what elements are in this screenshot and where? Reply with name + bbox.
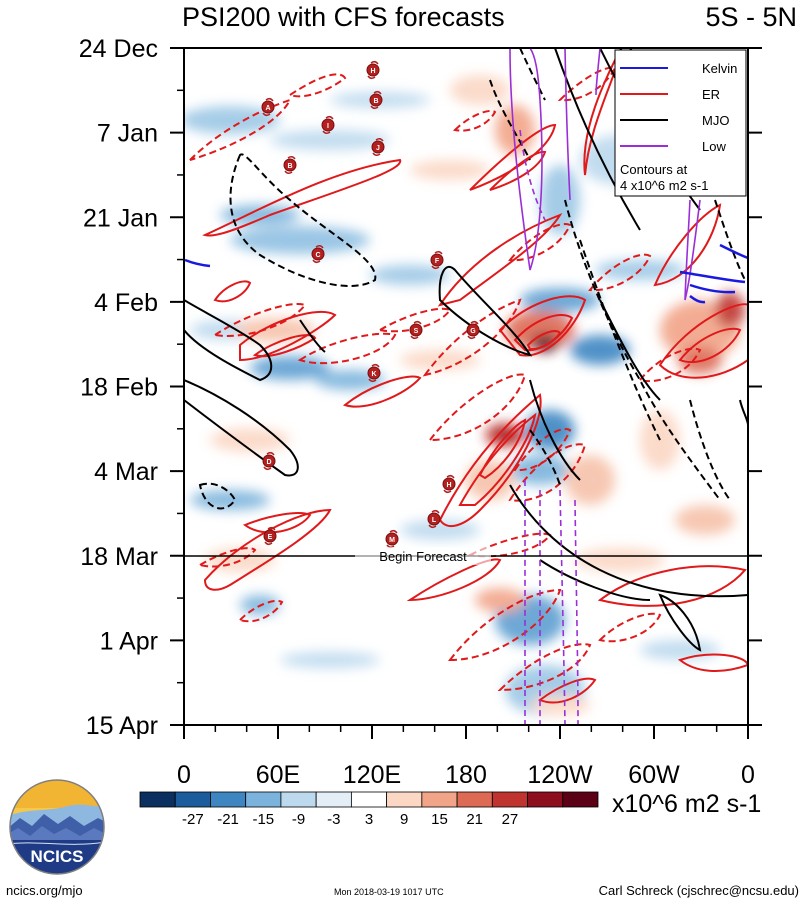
colorbar-swatch: [210, 791, 247, 808]
colorbar-label: -15: [252, 811, 274, 828]
storm-marker: K: [367, 363, 381, 383]
anomaly-field: H B A I J B C F S G K D H L E M Begin Forecast: [184, 48, 748, 725]
colorbar-swatch: [350, 791, 388, 808]
storm-label: D: [266, 459, 271, 466]
x-tick-label: 0: [177, 761, 191, 789]
storm-marker: J: [371, 137, 385, 157]
colorbar: -27 -21 -15 -9 -3 3 9 15 21 27: [139, 791, 599, 828]
storm-label: F: [435, 258, 440, 265]
legend: Kelvin ER MJO Low Contours at 4 x10^6 m2 s-…: [614, 49, 747, 197]
colorbar-swatch: [421, 791, 458, 808]
storm-marker: C: [311, 244, 325, 264]
y-tick-label: 18 Feb: [80, 374, 158, 402]
author-credit: Carl Schreck (cjschrec@ncsu.edu): [598, 883, 799, 898]
storm-label: S: [414, 328, 419, 335]
latitude-band-label: 5S - 5N: [705, 2, 797, 32]
storm-label: M: [389, 537, 395, 544]
colorbar-swatch: [386, 791, 423, 808]
storm-marker: B: [283, 155, 297, 175]
axes: 0 60E 120E 180 120W 60W 0 24 Dec 7 Jan 21 Jan 4 Fe…: [79, 35, 762, 789]
storm-marker: L: [427, 509, 441, 529]
kelvin-contours: [184, 243, 748, 304]
storm-marker: B: [369, 90, 383, 110]
y-tick-label: 18 Mar: [80, 543, 158, 571]
storm-label: H: [370, 68, 375, 75]
logo-text: NCICS: [31, 847, 84, 866]
colorbar-swatch: [456, 791, 493, 808]
colorbar-swatch: [139, 791, 176, 808]
storm-marker: I: [321, 115, 335, 135]
er-contours: [202, 49, 748, 704]
begin-forecast-label: Begin Forecast: [379, 549, 467, 564]
y-tick-label: 24 Dec: [79, 35, 158, 63]
colorbar-label: -9: [292, 811, 305, 828]
legend-label: ER: [702, 87, 720, 102]
storm-label: K: [371, 371, 376, 378]
colorbar-label: 3: [365, 811, 373, 828]
colorbar-label: -27: [182, 811, 204, 828]
storm-marker: F: [430, 250, 444, 270]
y-tick-label: 15 Apr: [86, 712, 158, 740]
colorbar-swatch: [245, 791, 282, 808]
storm-label: A: [265, 105, 270, 112]
storm-track-markers: H B A I J B C F S G K D H L E M: [261, 60, 480, 549]
chart-title: PSI200 with CFS forecasts: [182, 2, 505, 32]
storm-marker: H: [442, 474, 456, 494]
legend-note-line1: Contours at: [620, 162, 688, 177]
storm-marker: S: [409, 320, 423, 340]
storm-label: E: [268, 534, 273, 541]
colorbar-swatch: [562, 791, 599, 808]
storm-label: G: [470, 328, 476, 335]
colorbar-units: x10^6 m2 s-1: [612, 790, 762, 818]
legend-label: MJO: [702, 113, 729, 128]
x-tick-label: 60W: [628, 761, 680, 789]
storm-label: J: [376, 145, 380, 152]
colorbar-swatch: [491, 791, 528, 808]
colorbar-swatch: [315, 791, 352, 808]
storm-marker: M: [385, 529, 399, 549]
storm-label: L: [432, 517, 437, 524]
storm-label: I: [327, 123, 329, 130]
storm-marker: D: [262, 451, 276, 471]
legend-note-line2: 4 x10^6 m2 s-1: [620, 178, 708, 193]
y-tick-label: 1 Apr: [100, 627, 158, 655]
colorbar-label: 15: [431, 811, 448, 828]
colorbar-swatch: [280, 791, 317, 808]
colorbar-label: 21: [466, 811, 483, 828]
ncics-logo: NCICS: [9, 779, 105, 875]
storm-label: B: [373, 98, 378, 105]
y-tick-label: 4 Feb: [94, 289, 158, 317]
colorbar-label: 27: [502, 811, 519, 828]
x-tick-label: 180: [445, 761, 487, 789]
storm-marker: A: [261, 97, 275, 117]
colorbar-swatch: [174, 791, 211, 808]
y-tick-label: 21 Jan: [83, 204, 158, 232]
x-tick-label: 120W: [527, 761, 593, 789]
storm-marker: E: [263, 526, 277, 546]
x-tick-label: 0: [741, 761, 755, 789]
legend-label: Low: [702, 139, 726, 154]
x-tick-label: 60E: [256, 761, 300, 789]
storm-label: B: [287, 163, 292, 170]
colorbar-swatch: [527, 791, 564, 808]
storm-label: C: [315, 252, 320, 259]
colorbar-label: 9: [400, 811, 408, 828]
colorbar-label: -21: [217, 811, 239, 828]
x-tick-label: 120E: [343, 761, 401, 789]
y-tick-label: 4 Mar: [94, 458, 158, 486]
legend-label: Kelvin: [702, 61, 737, 76]
y-tick-label: 7 Jan: [97, 120, 158, 148]
storm-marker: H: [366, 60, 380, 80]
low-contours: [509, 48, 701, 301]
storm-label: H: [446, 482, 451, 489]
site-link[interactable]: ncics.org/mjo: [6, 883, 83, 898]
generated-timestamp: Mon 2018-03-19 1017 UTC: [334, 887, 444, 897]
storm-marker: G: [466, 320, 480, 340]
colorbar-label: -3: [327, 811, 340, 828]
